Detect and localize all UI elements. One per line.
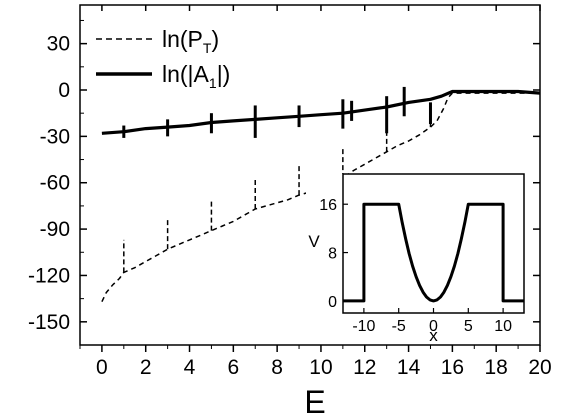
x-tick-label: 12 [353, 356, 376, 379]
y-tick-label: 30 [47, 33, 70, 56]
legend-label-ln-a1: ln(|A1|) [162, 61, 230, 91]
inset-x-tick-label: 10 [494, 318, 512, 335]
y-tick-label: -30 [40, 125, 70, 148]
inset-potential-line [343, 202, 524, 303]
inset-y-tick-label: 0 [328, 294, 337, 311]
inset-x-tick-label: 5 [464, 318, 473, 335]
legend: ln(PT) ln(|A1|) [96, 26, 230, 91]
inset-series-group [343, 202, 524, 303]
y-tick-label: -150 [28, 311, 70, 334]
inset-y-tick-label: 8 [328, 246, 337, 263]
x-tick-label: 16 [441, 356, 464, 379]
legend-label-ln-pt: ln(PT) [162, 26, 219, 56]
y-tick-label: -90 [40, 218, 70, 241]
inset-x-tick-label: -10 [352, 318, 375, 335]
x-tick-label: 18 [485, 356, 508, 379]
series-ln-a1-line [101, 89, 541, 135]
x-tick-label: 8 [271, 356, 283, 379]
series-ln-pt-line [101, 92, 540, 303]
x-tick-label: 20 [528, 356, 551, 379]
y-tick-label: -60 [40, 172, 70, 195]
inset-y-tick-label: 16 [319, 197, 337, 214]
y-tick-label: 0 [58, 79, 70, 102]
inset-y-axis-title: V [308, 232, 320, 251]
inset-plot: 16 8 0 -10 -5 0 5 10 x V [306, 173, 525, 345]
x-tick-label: 14 [397, 356, 421, 379]
x-tick-label: 0 [96, 356, 108, 379]
plot-frame [79, 4, 541, 346]
main-plot: 30 0 -30 -60 -90 -120 -150 0 2 4 6 8 10 12 14 16 18 20 E… [28, 4, 552, 419]
x-tick-label: 6 [227, 356, 239, 379]
inset-x-tick-label: -5 [392, 318, 406, 335]
inset-x-axis-title: x [429, 326, 438, 345]
x-axis-title: E [304, 384, 325, 419]
series-group [101, 86, 541, 303]
y-tick-label: -120 [28, 264, 70, 287]
x-axis: 0 2 4 6 8 10 12 14 16 18 20 [79, 5, 552, 379]
inset-background [306, 174, 524, 344]
x-tick-label: 2 [140, 356, 152, 379]
x-tick-label: 10 [309, 356, 332, 379]
x-tick-label: 4 [184, 356, 196, 379]
inset-x-tick-label: 0 [429, 318, 438, 335]
inset-x-axis: -10 -5 0 5 10 [352, 308, 512, 335]
y-axis: 30 0 -30 -60 -90 -120 -150 [28, 19, 540, 334]
